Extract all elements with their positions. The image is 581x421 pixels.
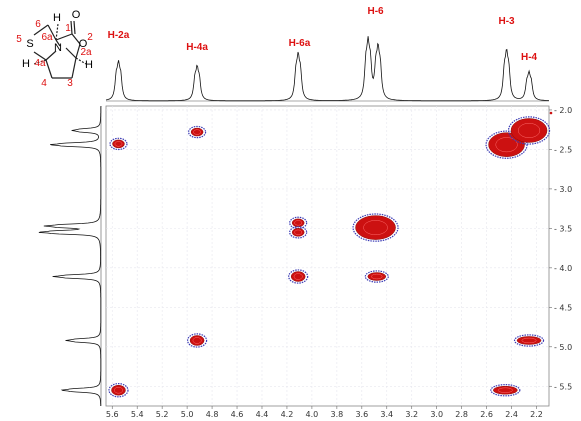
left-1d-spectrum xyxy=(38,106,102,406)
bond xyxy=(65,47,77,59)
molecular-structure xyxy=(33,20,87,79)
x-tick-label: 5.4 xyxy=(131,410,144,419)
y-tick-label: - 4.5 xyxy=(554,303,572,312)
bond xyxy=(33,51,47,61)
peak-label: H-2a xyxy=(108,30,130,41)
x-tick-label: 4.4 xyxy=(256,410,269,419)
x-tick-label: 4.2 xyxy=(281,410,294,419)
position-number: 6a xyxy=(41,32,53,43)
peak-label: H-3 xyxy=(499,16,516,27)
marker-dot xyxy=(549,111,553,115)
plot-area xyxy=(105,105,550,407)
position-number: 3 xyxy=(67,78,73,89)
peak-labels: H-2a H-4a H-6a H-6 H-3 H-4 xyxy=(108,6,538,63)
x-tick-label: 3.4 xyxy=(380,410,393,419)
cosy-peak xyxy=(507,116,551,145)
bond xyxy=(71,57,77,79)
atom-label: H xyxy=(85,59,93,71)
x-tick-label: 2.8 xyxy=(455,410,468,419)
position-number: 4 xyxy=(41,78,47,89)
bond xyxy=(45,50,57,61)
atom-label: H xyxy=(53,12,61,24)
cosy-peak xyxy=(187,125,207,139)
y-tick-label: - 2.5 xyxy=(554,145,572,154)
y-tick-label: - 4.0 xyxy=(554,264,572,273)
atom-label: S xyxy=(26,38,33,50)
top-1d-spectrum xyxy=(105,36,549,102)
x-tick-label: 4.6 xyxy=(231,410,244,419)
y-tick-label: - 3.5 xyxy=(554,224,572,233)
x-tick-label: 5.0 xyxy=(181,410,194,419)
bond xyxy=(45,59,53,79)
bond xyxy=(33,59,47,65)
x-tick-label: 5.6 xyxy=(106,410,119,419)
y-axis: - 2.0 - 2.5 - 3.0 - 3.5 - 4.0 - 4.5 - 5.0 - 5.5 xyxy=(549,106,572,391)
position-number: 2a xyxy=(80,47,92,58)
x-tick-label: 5.2 xyxy=(156,410,169,419)
cosy-peaks xyxy=(108,116,551,398)
cosy-peak xyxy=(186,333,208,348)
position-number: 4a xyxy=(34,58,46,69)
bond xyxy=(33,24,49,36)
cosy-peak xyxy=(490,384,521,397)
atom-label: H xyxy=(22,58,30,70)
x-tick-label: 2.4 xyxy=(505,410,518,419)
atom-label: N xyxy=(54,42,62,54)
position-number: 1 xyxy=(65,23,71,34)
x-axis: 5.6 5.4 5.2 5.0 4.8 4.6 4.4 4.2 4.0 3.8 3.6 3.4 3.2 3… xyxy=(106,406,543,419)
atom-label: O xyxy=(79,38,88,50)
peak-label: H-4 xyxy=(521,52,538,63)
cosy-peak xyxy=(288,269,309,284)
y-tick-label: - 3.0 xyxy=(554,185,572,194)
bond xyxy=(71,33,81,45)
cosy-peak xyxy=(364,270,389,283)
bond xyxy=(70,20,73,35)
x-tick-label: 3.2 xyxy=(405,410,418,419)
x-tick-label: 3.6 xyxy=(355,410,368,419)
y-tick-label: - 5.5 xyxy=(554,382,572,391)
cosy-peak xyxy=(513,334,545,347)
position-number: 5 xyxy=(16,34,22,45)
grid-lines xyxy=(106,106,549,406)
x-tick-label: 4.0 xyxy=(306,410,319,419)
atom-label: O xyxy=(72,9,81,21)
bond xyxy=(75,57,87,65)
peak-label: H-4a xyxy=(186,42,208,53)
y-tick-label: - 5.0 xyxy=(554,343,572,352)
position-number: 6 xyxy=(35,19,41,30)
bond xyxy=(55,23,59,41)
cosy-peak xyxy=(289,226,308,239)
bond xyxy=(75,43,81,59)
y-tick-label: - 2.0 xyxy=(554,106,572,115)
bond xyxy=(47,24,57,41)
cosy-peak xyxy=(109,137,128,151)
x-tick-label: 4.8 xyxy=(206,410,219,419)
x-tick-label: 3.0 xyxy=(430,410,443,419)
x-tick-label: 3.8 xyxy=(330,410,343,419)
cosy-peak xyxy=(108,383,129,398)
cosy-peak xyxy=(352,213,399,242)
peak-label: H-6 xyxy=(367,6,384,17)
peak-label: H-6a xyxy=(289,38,311,49)
x-tick-label: 2.2 xyxy=(530,410,543,419)
position-number: 2 xyxy=(87,32,93,43)
bond xyxy=(73,20,76,35)
x-tick-label: 2.6 xyxy=(480,410,493,419)
bond xyxy=(55,39,61,47)
bond xyxy=(55,33,73,41)
